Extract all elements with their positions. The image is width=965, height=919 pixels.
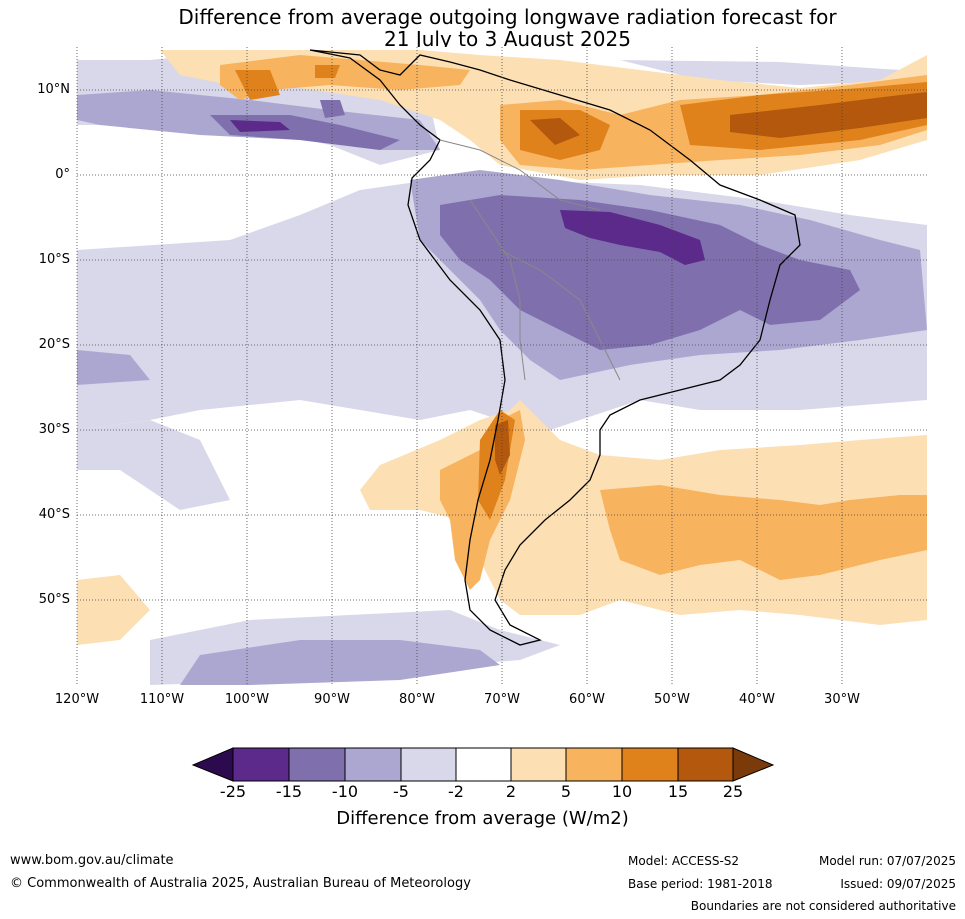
lat-label: 0° [55, 167, 70, 182]
lon-label: 60°W [569, 692, 605, 707]
colorbar-label: Difference from average (W/m2) [336, 808, 629, 829]
colorbar-segment [565, 747, 623, 782]
lon-label: 70°W [484, 692, 520, 707]
model-run-date: Model run: 07/07/2025 [818, 854, 956, 868]
colorbar-tick-label: -15 [275, 782, 303, 801]
map-title-line1: Difference from average outgoing longwav… [178, 5, 837, 29]
model-name: Model: ACCESS-S2 [628, 854, 740, 868]
lon-label: 80°W [399, 692, 435, 707]
copyright-text: © Commonwealth of Australia 2025, Austra… [10, 876, 471, 891]
lat-label: 50°S [38, 592, 70, 607]
issued-date: Issued: 09/07/2025 [840, 877, 956, 891]
colorbar-tick-label: 2 [505, 782, 517, 801]
colorbar-segment [510, 747, 567, 782]
boundaries-note: Boundaries are not considered authoritat… [690, 899, 956, 913]
colorbar-tick-label: -10 [331, 782, 359, 801]
anomaly-map [76, 47, 927, 685]
colorbar-segment [344, 747, 402, 782]
colorbar-segment [400, 747, 457, 782]
base-period: Base period: 1981-2018 [628, 877, 773, 891]
map-title-line2: 21 July to 3 August 2025 [384, 27, 631, 51]
colorbar-segment [288, 747, 346, 782]
colorbar-segment [232, 747, 290, 782]
colorbar-extend-high [732, 747, 775, 782]
colorbar-tick-label: -5 [393, 782, 409, 801]
lon-label: 90°W [314, 692, 350, 707]
lon-label: 120°W [54, 692, 100, 707]
coastlines [309, 49, 801, 646]
colorbar-tick-label: -25 [219, 782, 247, 801]
lon-label: 30°W [824, 692, 860, 707]
colorbar-tick-label: -2 [448, 782, 464, 801]
colorbar-extend-low [191, 747, 234, 782]
colorbar-tick-label: 10 [611, 782, 633, 801]
lat-label: 10°S [38, 252, 70, 267]
colorbar-tick-label: 15 [667, 782, 689, 801]
colorbar-segment [677, 747, 734, 782]
lat-label: 20°S [38, 337, 70, 352]
website-link[interactable]: www.bom.gov.au/climate [10, 853, 174, 868]
lat-label: 30°S [38, 422, 70, 437]
colorbar-segment [621, 747, 679, 782]
lat-label: 40°S [38, 507, 70, 522]
lon-label: 110°W [139, 692, 185, 707]
colorbar [191, 747, 775, 782]
lon-label: 100°W [224, 692, 270, 707]
lon-label: 50°W [654, 692, 690, 707]
colorbar-tick-label: 5 [560, 782, 572, 801]
colorbar-tick-label: 25 [722, 782, 744, 801]
lon-label: 40°W [739, 692, 775, 707]
lat-label: 10°N [37, 82, 70, 97]
graticule [76, 47, 927, 685]
colorbar-segment [455, 747, 512, 782]
